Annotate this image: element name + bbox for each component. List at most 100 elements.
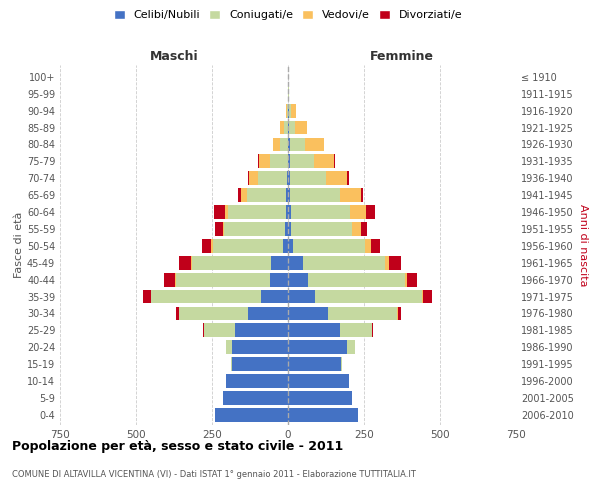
Bar: [164, 272, 175, 286]
Bar: [228, 205, 286, 219]
Bar: [289, 104, 291, 118]
Bar: [259, 154, 270, 168]
Bar: [285, 222, 288, 236]
Bar: [293, 239, 365, 253]
Bar: [179, 306, 248, 320]
Bar: [352, 222, 361, 236]
Bar: [284, 120, 288, 134]
Bar: [215, 408, 288, 422]
Bar: [179, 256, 191, 270]
Bar: [215, 222, 223, 236]
Bar: [176, 306, 179, 320]
Bar: [365, 239, 371, 253]
Y-axis label: Anni di nascita: Anni di nascita: [578, 204, 587, 286]
Bar: [371, 239, 380, 253]
Bar: [288, 357, 341, 371]
Bar: [270, 154, 288, 168]
Bar: [365, 205, 374, 219]
Bar: [407, 272, 417, 286]
Bar: [385, 256, 389, 270]
Bar: [340, 188, 361, 202]
Bar: [308, 272, 405, 286]
Bar: [280, 120, 284, 134]
Bar: [326, 172, 347, 185]
Bar: [247, 188, 286, 202]
Bar: [291, 222, 352, 236]
Bar: [340, 324, 371, 338]
Bar: [288, 408, 358, 422]
Bar: [287, 172, 288, 185]
Bar: [232, 340, 288, 354]
Bar: [288, 188, 290, 202]
Bar: [288, 374, 349, 388]
Bar: [334, 154, 335, 168]
Bar: [258, 172, 287, 185]
Bar: [271, 256, 288, 270]
Bar: [238, 188, 241, 202]
Bar: [341, 357, 342, 371]
Bar: [283, 239, 288, 253]
Bar: [288, 120, 289, 134]
Bar: [288, 222, 291, 236]
Bar: [288, 272, 308, 286]
Bar: [288, 172, 290, 185]
Y-axis label: Fasce di età: Fasce di età: [14, 212, 24, 278]
Bar: [290, 154, 314, 168]
Bar: [232, 357, 288, 371]
Bar: [286, 205, 288, 219]
Bar: [225, 205, 228, 219]
Bar: [288, 138, 290, 151]
Bar: [241, 188, 247, 202]
Bar: [288, 154, 290, 168]
Bar: [314, 154, 334, 168]
Bar: [305, 138, 325, 151]
Bar: [202, 239, 211, 253]
Bar: [397, 306, 398, 320]
Bar: [290, 172, 326, 185]
Bar: [361, 222, 367, 236]
Bar: [288, 205, 291, 219]
Bar: [290, 188, 340, 202]
Bar: [212, 239, 283, 253]
Bar: [223, 391, 288, 405]
Bar: [288, 87, 289, 101]
Bar: [249, 172, 258, 185]
Bar: [288, 391, 352, 405]
Bar: [286, 188, 288, 202]
Bar: [328, 306, 397, 320]
Bar: [291, 104, 296, 118]
Text: Popolazione per età, sesso e stato civile - 2011: Popolazione per età, sesso e stato civil…: [12, 440, 343, 453]
Bar: [350, 205, 365, 219]
Bar: [288, 306, 328, 320]
Bar: [291, 205, 350, 219]
Bar: [257, 154, 259, 168]
Bar: [288, 290, 316, 304]
Bar: [288, 239, 293, 253]
Bar: [192, 256, 271, 270]
Bar: [398, 306, 401, 320]
Bar: [287, 104, 288, 118]
Bar: [361, 188, 364, 202]
Bar: [295, 120, 307, 134]
Bar: [280, 138, 288, 151]
Bar: [288, 340, 347, 354]
Bar: [226, 374, 288, 388]
Bar: [151, 290, 260, 304]
Bar: [288, 324, 340, 338]
Bar: [226, 340, 232, 354]
Bar: [347, 172, 349, 185]
Bar: [288, 256, 303, 270]
Bar: [303, 256, 385, 270]
Bar: [290, 138, 305, 151]
Bar: [248, 172, 249, 185]
Bar: [248, 306, 288, 320]
Bar: [203, 324, 205, 338]
Text: Femmine: Femmine: [370, 50, 434, 64]
Bar: [211, 239, 212, 253]
Bar: [316, 290, 422, 304]
Legend: Celibi/Nubili, Coniugati/e, Vedovi/e, Divorziati/e: Celibi/Nubili, Coniugati/e, Vedovi/e, Di…: [109, 6, 467, 25]
Bar: [371, 324, 373, 338]
Bar: [270, 272, 288, 286]
Bar: [223, 222, 224, 236]
Bar: [231, 357, 232, 371]
